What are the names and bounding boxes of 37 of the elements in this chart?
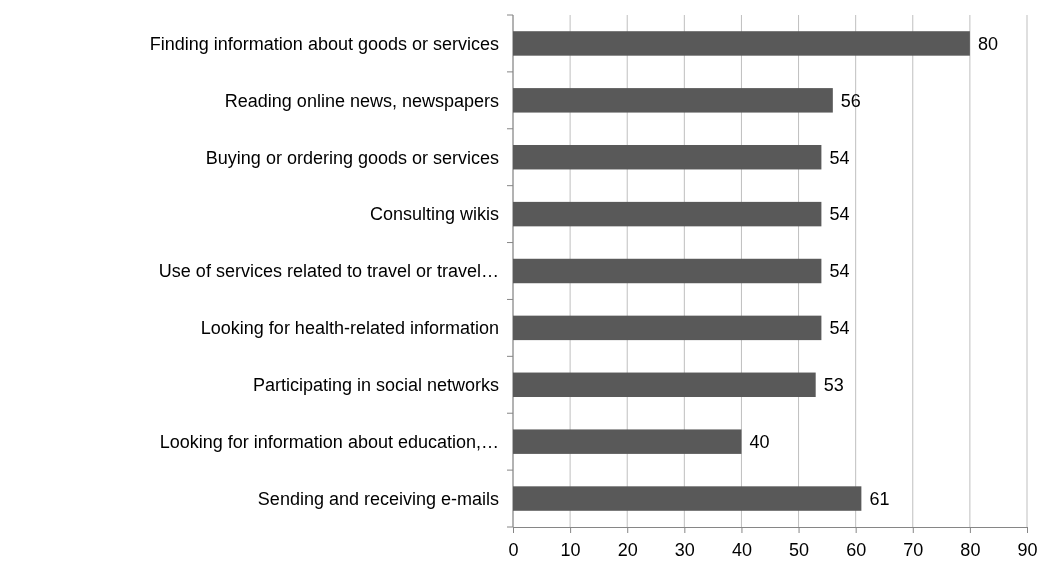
bar <box>513 372 816 398</box>
data-label: 53 <box>823 375 844 396</box>
bar <box>513 258 822 284</box>
x-tick-label: 40 <box>731 539 752 560</box>
y-tick-label: Participating in social networks <box>252 375 499 396</box>
x-tick-label: 90 <box>1017 539 1038 560</box>
data-label: 56 <box>840 90 861 111</box>
data-label: 61 <box>869 488 890 509</box>
bar <box>513 429 742 454</box>
x-tick-label: 60 <box>846 539 867 560</box>
bar <box>513 486 862 511</box>
y-tick-label: Looking for information about education,… <box>159 431 499 452</box>
bar <box>513 144 822 170</box>
x-tick-label: 70 <box>903 539 924 560</box>
data-label: 40 <box>749 431 770 452</box>
data-label: 54 <box>829 318 850 339</box>
bar <box>513 88 833 113</box>
data-label: 54 <box>829 147 850 168</box>
y-tick-label: Finding information about goods or services <box>149 33 499 54</box>
x-tick-label: 0 <box>508 539 519 560</box>
x-tick-label: 30 <box>674 539 695 560</box>
y-tick-label: Looking for health-related information <box>200 318 499 339</box>
x-tick-label: 10 <box>560 539 581 560</box>
x-tick-label: 50 <box>789 539 810 560</box>
x-tick-label: 20 <box>617 539 638 560</box>
bar <box>513 315 822 341</box>
x-tick-label: 80 <box>960 539 981 560</box>
y-tick-label: Reading online news, newspapers <box>224 90 499 111</box>
bar <box>513 31 970 56</box>
data-label: 54 <box>829 261 850 282</box>
y-tick-label: Consulting wikis <box>369 204 499 225</box>
bar <box>513 201 822 227</box>
y-tick-label: Buying or ordering goods or services <box>205 147 499 168</box>
data-label: 80 <box>977 33 998 54</box>
y-tick-label: Sending and receiving e-mails <box>257 488 499 509</box>
data-label: 54 <box>829 204 850 225</box>
y-tick-label: Use of services related to travel or travel… <box>158 261 499 282</box>
